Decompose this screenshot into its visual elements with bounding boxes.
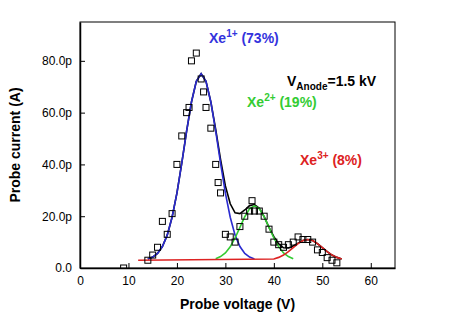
data-point [155, 244, 161, 250]
data-point [164, 231, 170, 237]
data-point [310, 239, 316, 245]
data-point [150, 252, 156, 258]
y-tick: 60.0p [42, 106, 85, 120]
x-tick-label: 30 [219, 274, 233, 288]
x-tick-mark [177, 263, 178, 268]
data-point [232, 239, 238, 245]
annotation: VAnode=1.5 kV [287, 73, 377, 92]
data-point [179, 133, 185, 139]
plot-frame [80, 22, 395, 268]
plot-area [121, 50, 342, 268]
y-tick: 0.0 [55, 261, 85, 275]
x-axis-title: Probe voltage (V) [180, 296, 295, 312]
annotation-suffix: (8%) [329, 152, 362, 168]
annotation-superscript: 3+ [317, 150, 329, 161]
data-point [174, 161, 180, 167]
data-point [218, 190, 224, 196]
data-point [186, 104, 192, 110]
annotation-superscript: 1+ [226, 28, 238, 39]
annotation-suffix: (19%) [276, 94, 317, 110]
data-point [193, 50, 199, 56]
x-tick-label: 10 [122, 274, 136, 288]
x-tick: 30 [219, 263, 233, 288]
y-tick-label: 0.0 [55, 261, 72, 275]
data-point [237, 224, 243, 230]
x-tick-mark [371, 263, 372, 268]
x-tick: 20 [171, 263, 185, 288]
annotation-text: Xe [209, 30, 226, 46]
y-axis: 0.0 20.0p 40.0p 60.0p 80.0p [42, 23, 85, 276]
y-tick-mark [80, 113, 85, 114]
x-tick-label: 0 [77, 274, 84, 288]
annotation-text: Xe [247, 94, 264, 110]
fit-line [138, 240, 342, 261]
y-tick: 80.0p [42, 54, 85, 68]
y-tick-label: 60.0p [42, 106, 72, 120]
chart-svg: 0 10 20 30 40 50 60 0.0 20.0p 40.0p 60.0p 80.0p Prob… [0, 0, 461, 323]
x-tick: 40 [268, 263, 282, 288]
x-tick-label: 50 [316, 274, 330, 288]
data-point [169, 211, 175, 217]
x-tick-label: 20 [171, 274, 185, 288]
y-axis-title: Probe current (A) [7, 87, 23, 202]
x-tick-label: 60 [365, 274, 379, 288]
x-tick-mark [225, 263, 226, 268]
x-tick-mark [128, 263, 129, 268]
y-tick-mark [80, 61, 85, 62]
x-tick-label: 40 [268, 274, 282, 288]
data-point [159, 218, 165, 224]
data-point [266, 226, 272, 232]
data-point [121, 265, 127, 268]
fit-line [148, 74, 342, 259]
data-point [198, 76, 204, 82]
x-axis-line [81, 268, 396, 270]
data-point [201, 89, 207, 95]
annotation-suffix: (73%) [238, 30, 279, 46]
data-point [261, 213, 267, 219]
y-tick-label: 20.0p [42, 210, 72, 224]
y-axis-line [80, 23, 82, 269]
data-point [249, 198, 255, 204]
annotation-suffix: =1.5 kV [327, 73, 376, 89]
annotation: Xe3+ (8%) [300, 150, 362, 168]
x-tick: 50 [316, 263, 330, 288]
x-tick: 60 [365, 263, 379, 288]
data-point [208, 125, 214, 131]
x-tick-mark [322, 263, 323, 268]
y-tick-label: 40.0p [42, 158, 72, 172]
annotation-superscript: 2+ [264, 92, 276, 103]
annotation: Xe2+ (19%) [247, 92, 317, 110]
data-point [213, 161, 219, 167]
fit-line [216, 206, 294, 259]
annotation-subscript: Anode [296, 81, 328, 92]
chart-container: 0 10 20 30 40 50 60 0.0 20.0p 40.0p 60.0p 80.0p Prob… [0, 0, 461, 323]
y-tick-mark [80, 164, 85, 165]
y-tick: 20.0p [42, 210, 85, 224]
y-tick-mark [80, 216, 85, 217]
annotation: Xe1+ (73%) [209, 28, 279, 46]
annotation-text: Xe [300, 152, 317, 168]
y-tick-mark [80, 268, 85, 269]
data-point [215, 180, 221, 186]
y-tick: 40.0p [42, 158, 85, 172]
y-tick-label: 80.0p [42, 54, 72, 68]
x-tick-mark [274, 263, 275, 268]
x-axis: 0 10 20 30 40 50 60 [77, 263, 395, 288]
data-point [203, 104, 209, 110]
data-point [334, 260, 340, 266]
data-point [188, 58, 194, 64]
